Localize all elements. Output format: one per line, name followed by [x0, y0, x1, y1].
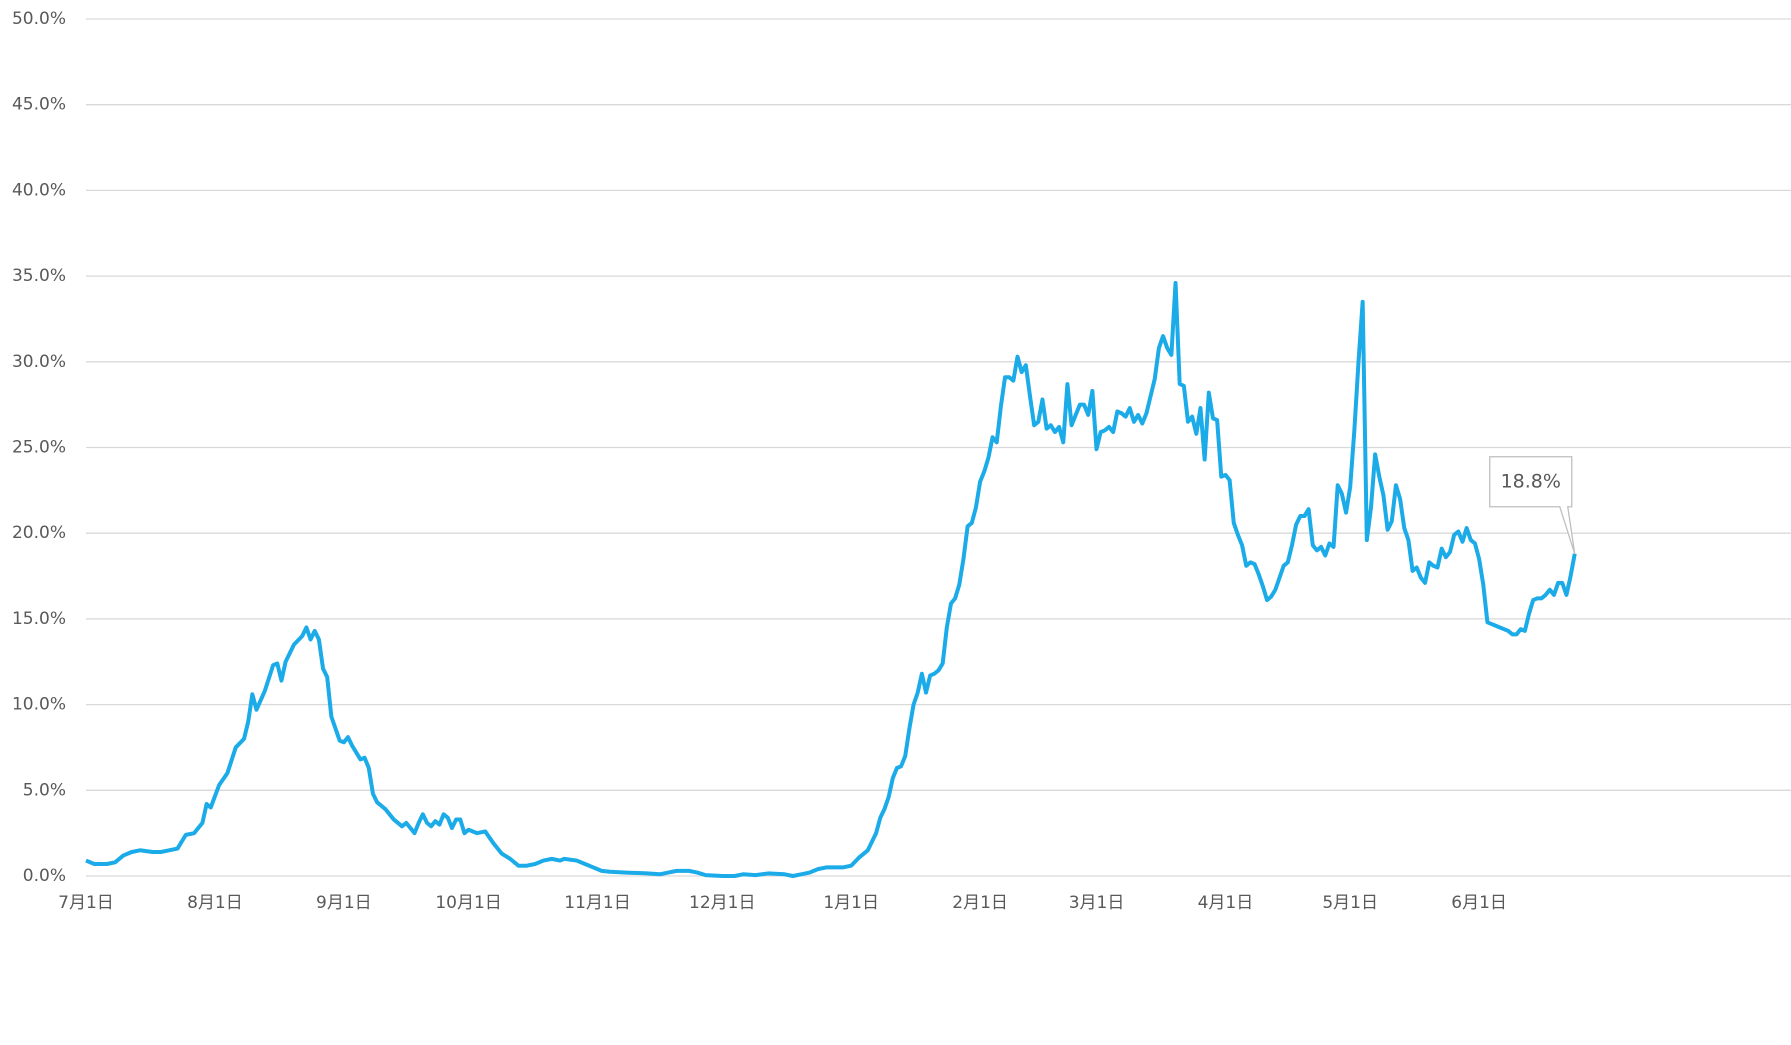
x-tick-label: 3月1日	[1069, 893, 1125, 913]
series-line	[85, 280, 1577, 878]
y-tick-label: 10.0%	[12, 695, 66, 715]
y-tick-label: 40.0%	[12, 180, 66, 200]
x-tick-label: 11月1日	[564, 893, 630, 913]
x-tick-label: 7月1日	[58, 893, 114, 913]
y-tick-label: 30.0%	[12, 352, 66, 372]
plot	[85, 280, 1577, 878]
labels: 0.0% 5.0% 10.0% 15.0% 20.0% 25.0% 30.0% 35.0% 40…	[12, 9, 1576, 913]
x-tick-label: 8月1日	[187, 893, 243, 913]
x-tick-label: 12月1日	[689, 893, 755, 913]
x-tick-label: 9月1日	[316, 893, 372, 913]
y-tick-label: 50.0%	[12, 9, 66, 29]
y-tick-label: 0.0%	[23, 866, 66, 886]
y-tick-label: 45.0%	[12, 95, 66, 115]
grid	[86, 18, 1791, 877]
x-tick-label: 10月1日	[435, 893, 501, 913]
x-tick-label: 2月1日	[952, 893, 1008, 913]
y-tick-label: 15.0%	[12, 609, 66, 629]
x-tick-label: 1月1日	[823, 893, 879, 913]
callout-box	[1489, 456, 1576, 554]
y-tick-label: 35.0%	[12, 266, 66, 286]
x-tick-label: 4月1日	[1198, 893, 1254, 913]
y-tick-label: 20.0%	[12, 523, 66, 543]
y-tick-label: 25.0%	[12, 438, 66, 458]
y-tick-label: 5.0%	[23, 780, 66, 800]
x-tick-label: 5月1日	[1322, 893, 1378, 913]
x-tick-label: 6月1日	[1451, 893, 1507, 913]
callout-label: 18.8%	[1501, 470, 1561, 492]
